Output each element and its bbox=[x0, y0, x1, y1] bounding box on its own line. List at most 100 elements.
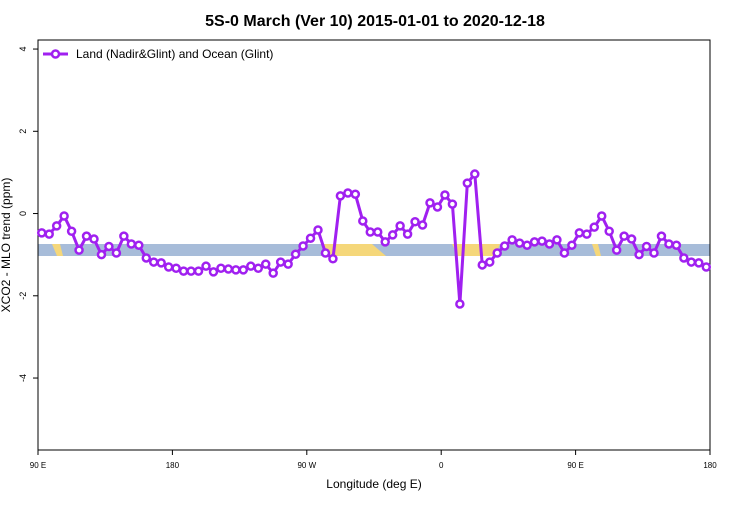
data-point bbox=[365, 227, 376, 237]
data-point bbox=[380, 237, 390, 247]
data-point bbox=[470, 169, 480, 179]
data-point bbox=[283, 259, 293, 269]
data-point bbox=[626, 234, 637, 244]
data-point bbox=[298, 241, 308, 251]
data-point bbox=[432, 202, 443, 212]
y-tick-label: 4 bbox=[18, 47, 28, 52]
data-point bbox=[589, 222, 600, 232]
data-point bbox=[119, 231, 129, 241]
legend: Land (Nadir&Glint) and Ocean (Glint) bbox=[43, 47, 273, 61]
data-point bbox=[320, 248, 331, 258]
data-point bbox=[656, 231, 667, 241]
plot-frame bbox=[37, 39, 711, 451]
data-point bbox=[260, 259, 271, 269]
data-point bbox=[141, 253, 152, 263]
series-line bbox=[41, 170, 707, 305]
data-point bbox=[641, 241, 652, 252]
data-point bbox=[701, 262, 712, 272]
data-point bbox=[596, 211, 607, 221]
y-tick-label: -2 bbox=[18, 292, 28, 300]
data-point bbox=[111, 248, 122, 258]
data-point bbox=[514, 238, 525, 248]
x-tick-label: 0 bbox=[439, 461, 444, 470]
data-point bbox=[664, 239, 674, 249]
data-point bbox=[529, 237, 540, 247]
land-patch bbox=[592, 244, 601, 256]
y-tick-label: -4 bbox=[18, 374, 28, 382]
data-point bbox=[499, 241, 510, 251]
data-point bbox=[238, 265, 249, 275]
x-tick-label: 90 E bbox=[30, 461, 46, 470]
data-point bbox=[440, 190, 450, 200]
data-point bbox=[417, 220, 428, 230]
data-point bbox=[634, 249, 644, 260]
data-point bbox=[313, 225, 323, 235]
data-point bbox=[671, 240, 682, 250]
data-point bbox=[477, 260, 488, 270]
data-point bbox=[387, 230, 398, 240]
data-point bbox=[425, 198, 435, 208]
data-point bbox=[537, 236, 547, 246]
data-point bbox=[246, 261, 256, 271]
x-axis-label: Longitude (deg E) bbox=[326, 477, 421, 491]
data-point bbox=[51, 221, 62, 231]
data-point bbox=[156, 258, 166, 268]
data-point bbox=[126, 239, 137, 249]
data-point bbox=[679, 253, 689, 263]
data-point bbox=[328, 254, 338, 264]
y-tick-label: 0 bbox=[18, 211, 28, 216]
legend-marker bbox=[50, 49, 61, 59]
y-axis-label: XCO2 - MLO trend (ppm) bbox=[0, 178, 13, 313]
data-point bbox=[134, 240, 144, 250]
data-point bbox=[36, 228, 47, 238]
data-point bbox=[253, 263, 264, 273]
data-point bbox=[290, 249, 301, 260]
data-point bbox=[193, 266, 204, 276]
data-point bbox=[59, 211, 69, 221]
data-point bbox=[686, 257, 697, 267]
land-patch bbox=[322, 244, 386, 256]
data-point bbox=[372, 227, 383, 237]
data-point bbox=[544, 239, 555, 249]
data-point bbox=[44, 229, 54, 239]
legend-label: Land (Nadir&Glint) and Ocean (Glint) bbox=[76, 47, 273, 61]
data-point bbox=[410, 217, 420, 227]
data-point bbox=[694, 258, 704, 268]
data-point bbox=[462, 178, 473, 188]
data-point bbox=[395, 221, 405, 231]
data-point bbox=[223, 264, 234, 274]
data-point bbox=[178, 266, 189, 276]
x-tick-label: 90 E bbox=[567, 461, 583, 470]
data-point bbox=[492, 248, 502, 258]
x-tick-label: 180 bbox=[166, 461, 180, 470]
data-point bbox=[522, 240, 532, 250]
data-point bbox=[96, 249, 107, 260]
x-tick-label: 180 bbox=[703, 461, 717, 470]
data-point bbox=[231, 265, 241, 275]
data-point bbox=[216, 263, 226, 273]
data-point bbox=[484, 257, 495, 267]
data-point bbox=[507, 235, 517, 245]
y-tick-label: 2 bbox=[18, 129, 28, 134]
data-point bbox=[148, 257, 159, 267]
data-point bbox=[89, 234, 99, 244]
data-point bbox=[604, 226, 614, 236]
data-point bbox=[567, 240, 577, 250]
data-point bbox=[358, 216, 368, 226]
data-point bbox=[81, 231, 92, 241]
land-patch bbox=[52, 244, 63, 256]
data-point bbox=[305, 233, 316, 243]
data-point bbox=[163, 262, 174, 272]
data-point bbox=[66, 226, 77, 236]
data-point bbox=[574, 228, 585, 238]
data-point bbox=[343, 188, 353, 198]
data-point bbox=[649, 248, 659, 258]
data-point bbox=[268, 268, 278, 278]
data-point bbox=[186, 266, 196, 276]
data-point bbox=[582, 229, 592, 239]
data-point bbox=[335, 191, 346, 201]
data-point bbox=[104, 241, 114, 252]
x-tick-label: 90 W bbox=[297, 461, 316, 470]
data-point bbox=[402, 229, 413, 239]
